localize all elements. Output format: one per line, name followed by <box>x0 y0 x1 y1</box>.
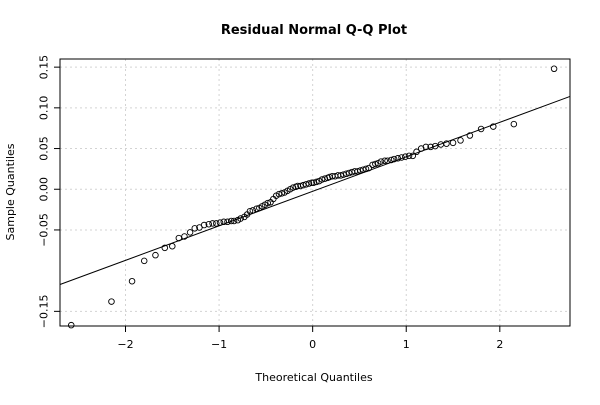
data-point <box>422 143 430 151</box>
data-point <box>237 215 244 222</box>
y-axis: −0.15 −0.05 0.00 0.05 0.10 0.15 <box>38 55 60 328</box>
data-point <box>390 155 398 163</box>
data-point <box>318 176 326 183</box>
x-axis: −2 −1 0 1 2 <box>117 326 503 351</box>
data-point <box>205 220 213 228</box>
data-point <box>246 207 254 215</box>
data-point <box>477 125 485 133</box>
data-point <box>300 181 307 189</box>
data-point <box>230 217 238 225</box>
data-point <box>340 171 347 178</box>
data-point <box>209 220 216 227</box>
data-point <box>175 234 183 242</box>
data-point <box>417 145 425 152</box>
data-point <box>550 65 558 73</box>
data-point <box>67 321 75 329</box>
data-point <box>313 178 320 186</box>
y-tick-label: 0.05 <box>38 136 51 161</box>
y-tick-label: −0.15 <box>38 294 51 328</box>
data-point <box>191 225 199 232</box>
data-point <box>381 157 388 165</box>
data-point <box>384 157 391 165</box>
data-point <box>140 257 148 265</box>
data-point <box>152 251 159 259</box>
data-point <box>345 169 353 177</box>
plot-frame <box>59 58 571 327</box>
data-point <box>359 166 367 173</box>
data-point <box>186 229 194 236</box>
data-point <box>310 179 317 186</box>
chart-title: Residual Normal Q-Q Plot <box>221 23 407 38</box>
data-point <box>264 199 271 207</box>
y-tick-label: 0.10 <box>38 96 51 121</box>
data-point <box>181 233 188 240</box>
data-point <box>365 164 373 172</box>
data-point <box>302 181 310 188</box>
data-point <box>369 161 376 169</box>
x-tick-label: 2 <box>496 338 503 351</box>
data-point <box>394 155 402 162</box>
data-point <box>278 190 286 197</box>
data-point <box>216 219 224 226</box>
data-point <box>249 207 257 214</box>
y-axis-label: Sample Quantiles <box>4 143 17 240</box>
data-point <box>388 156 395 164</box>
y-tick-label: 0.15 <box>38 55 51 80</box>
data-point <box>227 217 235 225</box>
data-point <box>224 218 231 226</box>
data-point <box>354 168 361 175</box>
data-point <box>169 242 176 250</box>
y-tick-label: −0.05 <box>38 213 51 247</box>
data-point <box>405 152 413 160</box>
data-point <box>398 154 405 161</box>
data-point <box>128 277 136 285</box>
data-point <box>466 132 474 139</box>
data-point <box>343 170 350 178</box>
y-tick-label: 0.00 <box>38 177 51 202</box>
data-point <box>253 205 260 213</box>
data-point <box>220 218 228 226</box>
x-tick-label: −2 <box>117 338 133 351</box>
data-point <box>289 184 297 191</box>
data-point <box>308 179 315 186</box>
data-point <box>427 143 434 151</box>
x-axis-label: Theoretical Quantiles <box>254 371 372 384</box>
grid-lines <box>60 59 570 326</box>
data-point <box>431 142 439 150</box>
data-point <box>377 158 385 165</box>
data-point <box>275 190 283 198</box>
data-point <box>305 180 313 187</box>
data-point <box>321 175 329 182</box>
x-tick-label: 1 <box>403 338 410 351</box>
reference-line <box>59 95 571 285</box>
data-point <box>449 139 457 147</box>
data-point <box>413 148 420 156</box>
data-point <box>362 165 370 173</box>
data-point <box>297 182 304 190</box>
data-point <box>372 160 379 168</box>
data-point <box>402 153 409 160</box>
data-point <box>490 123 497 130</box>
data-point <box>108 298 115 305</box>
reference-line-group <box>59 95 571 285</box>
data-point <box>443 140 450 147</box>
data-point <box>457 137 464 144</box>
data-point <box>213 220 220 227</box>
data-point <box>337 172 344 179</box>
data-point <box>161 244 169 252</box>
data-points <box>67 65 558 329</box>
x-tick-label: −1 <box>211 338 227 351</box>
x-tick-label: 0 <box>309 338 316 351</box>
data-point <box>200 221 208 229</box>
data-point <box>409 152 417 160</box>
data-point <box>357 167 364 174</box>
data-point <box>510 120 518 128</box>
